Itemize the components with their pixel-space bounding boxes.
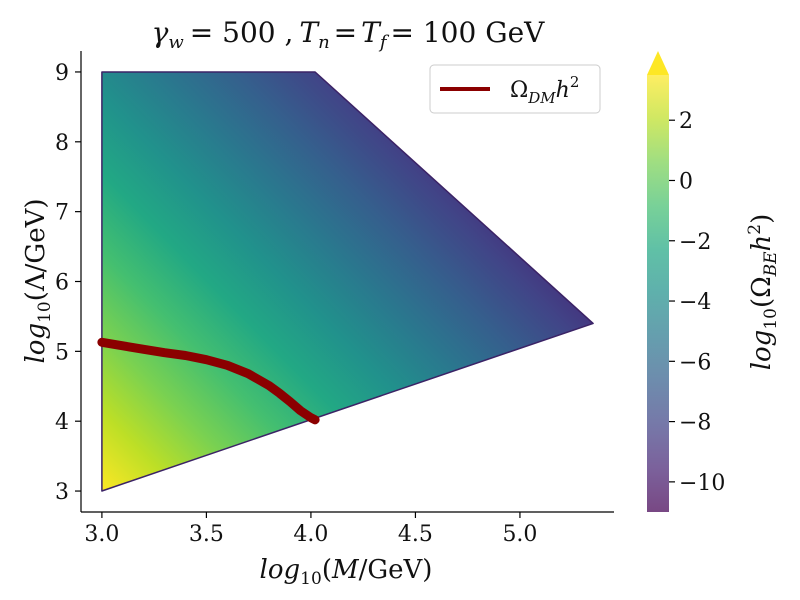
- allowed-region: [101, 71, 594, 492]
- x-tick-label: 4.0: [293, 522, 328, 547]
- x-tick-label: 5.0: [502, 522, 537, 547]
- legend-box: [429, 64, 601, 114]
- y-tick-label: 3: [55, 480, 69, 505]
- colorbar-tick-label: 2: [679, 109, 693, 134]
- colorbar-ticks: 2 0 −2 −4 −6 −8 −10: [669, 109, 725, 496]
- y-tick-label: 5: [55, 340, 69, 365]
- y-tick-label: 6: [55, 271, 69, 296]
- colorbar-tick-label: −10: [679, 471, 725, 496]
- y-axis-label: log10(Λ/GeV): [21, 198, 55, 363]
- legend: ΩDMh2: [429, 64, 601, 114]
- y-tick-label: 7: [55, 201, 69, 226]
- dm-relic-point: [314, 419, 316, 421]
- dm-relic-point: [101, 341, 103, 343]
- dm-relic-point: [289, 401, 291, 403]
- heatmap-region: [101, 71, 594, 492]
- colorbar-tick-label: −8: [679, 411, 711, 436]
- colorbar-tick-label: −4: [679, 290, 711, 315]
- y-tick-label: 4: [55, 410, 69, 435]
- chart-title: γw = 500 , Tn = Tf = 100 GeV: [152, 16, 546, 53]
- dm-relic-curve: [97, 337, 320, 425]
- dm-relic-point: [247, 373, 249, 375]
- colorbar-body: [647, 75, 669, 512]
- colorbar-extend-triangle: [647, 51, 669, 75]
- x-ticks: 3.0 3.5 4.0 4.5 5.0: [84, 512, 537, 547]
- x-tick-label: 3.0: [84, 522, 119, 547]
- colorbar-tick-label: −6: [679, 350, 711, 375]
- dm-relic-point: [122, 345, 124, 347]
- x-tick-label: 4.5: [398, 522, 433, 547]
- legend-label: ΩDMh2: [510, 73, 579, 107]
- x-axis-label: log10(M/GeV): [260, 555, 433, 589]
- x-tick-label: 3.5: [189, 522, 224, 547]
- colorbar: 2 0 −2 −4 −6 −8 −10 log10(ΩBEh2): [647, 51, 781, 512]
- dm-relic-point: [299, 410, 301, 412]
- dm-relic-point: [268, 385, 270, 387]
- dm-relic-point: [279, 392, 281, 394]
- dm-relic-point: [226, 364, 228, 366]
- dm-relic-point: [164, 352, 166, 354]
- dm-relic-point: [310, 417, 312, 419]
- dm-relic-point: [143, 348, 145, 350]
- dm-curve-layer: [97, 337, 320, 425]
- y-tick-label: 8: [55, 131, 69, 156]
- dm-relic-point: [205, 359, 207, 361]
- colorbar-tick-label: −2: [679, 230, 711, 255]
- colorbar-label: log10(ΩBEh2): [745, 214, 781, 371]
- y-ticks: 3 4 5 6 7 8 9: [55, 61, 81, 505]
- y-tick-label: 9: [55, 61, 69, 86]
- dm-relic-point: [185, 355, 187, 357]
- colorbar-tick-label: 0: [679, 169, 693, 194]
